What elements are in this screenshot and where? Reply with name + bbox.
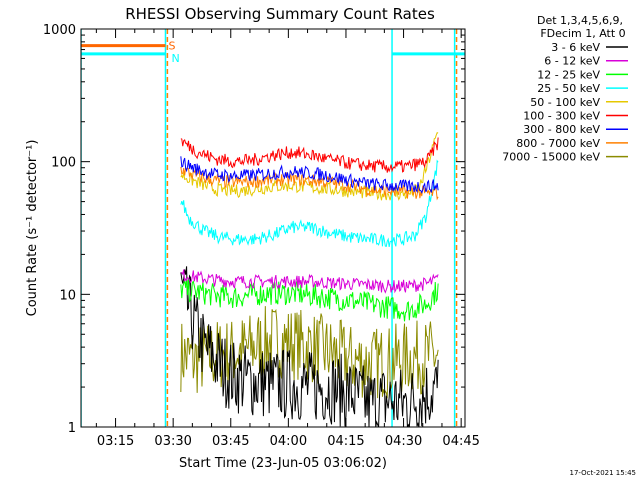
legend-header-line-1: Det 1,3,4,5,6,9, — [537, 14, 623, 27]
y-tick-label: 10 — [59, 288, 76, 303]
y-tick-label: 1000 — [43, 23, 76, 38]
x-tick-label: 04:30 — [385, 434, 422, 449]
chart-title: RHESSI Observing Summary Count Rates — [125, 5, 435, 23]
series-line-2 — [180, 278, 439, 322]
legend-label: 800 - 7000 keV — [516, 137, 600, 150]
x-tick-label: 03:45 — [212, 434, 249, 449]
x-axis: 03:15 03:30 03:45 04:00 04:15 04:30 04:45 — [95, 29, 480, 449]
x-tick-label: 04:45 — [442, 434, 479, 449]
legend-label: 300 - 800 keV — [523, 123, 600, 136]
series-group — [180, 131, 439, 427]
x-axis-label: Start Time (23-Jun-05 03:06:02) — [179, 456, 387, 471]
legend-header-line-2: FDecim 1, Att 0 — [540, 27, 625, 40]
x-tick-label: 03:15 — [97, 434, 134, 449]
footer-date: 17-Oct-2021 15:45 — [570, 469, 636, 477]
y-tick-label: 1 — [68, 421, 76, 436]
series-line-5 — [180, 137, 439, 173]
y-tick-label: 100 — [51, 156, 76, 171]
series-line-7 — [180, 166, 439, 201]
legend-label: 100 - 300 keV — [523, 110, 600, 123]
y-axis-label: Count Rate (s⁻¹ detector⁻¹) — [25, 140, 40, 317]
saa-label: S — [168, 40, 175, 53]
legend-label: 25 - 50 keV — [537, 82, 600, 95]
legend-label: 3 - 6 keV — [551, 41, 600, 54]
x-tick-label: 03:30 — [154, 434, 191, 449]
y-axis: 1 10 100 1000 — [43, 23, 465, 436]
x-tick-label: 04:00 — [270, 434, 307, 449]
series-line-8 — [180, 306, 439, 399]
legend-label: 7000 - 15000 keV — [502, 151, 600, 164]
plot-frame — [80, 28, 466, 428]
legend-label: 12 - 25 keV — [537, 68, 600, 81]
series-line-6 — [180, 156, 439, 194]
x-tick-label: 04:15 — [327, 434, 364, 449]
series-line-0 — [180, 266, 439, 427]
series-line-4 — [180, 131, 439, 201]
series-line-1 — [180, 269, 439, 294]
series-line-3 — [180, 159, 439, 248]
night-label: N — [171, 52, 179, 65]
legend-label: 50 - 100 keV — [530, 96, 600, 109]
legend-label: 6 - 12 keV — [544, 55, 600, 68]
observation-markers: SN — [81, 29, 465, 427]
